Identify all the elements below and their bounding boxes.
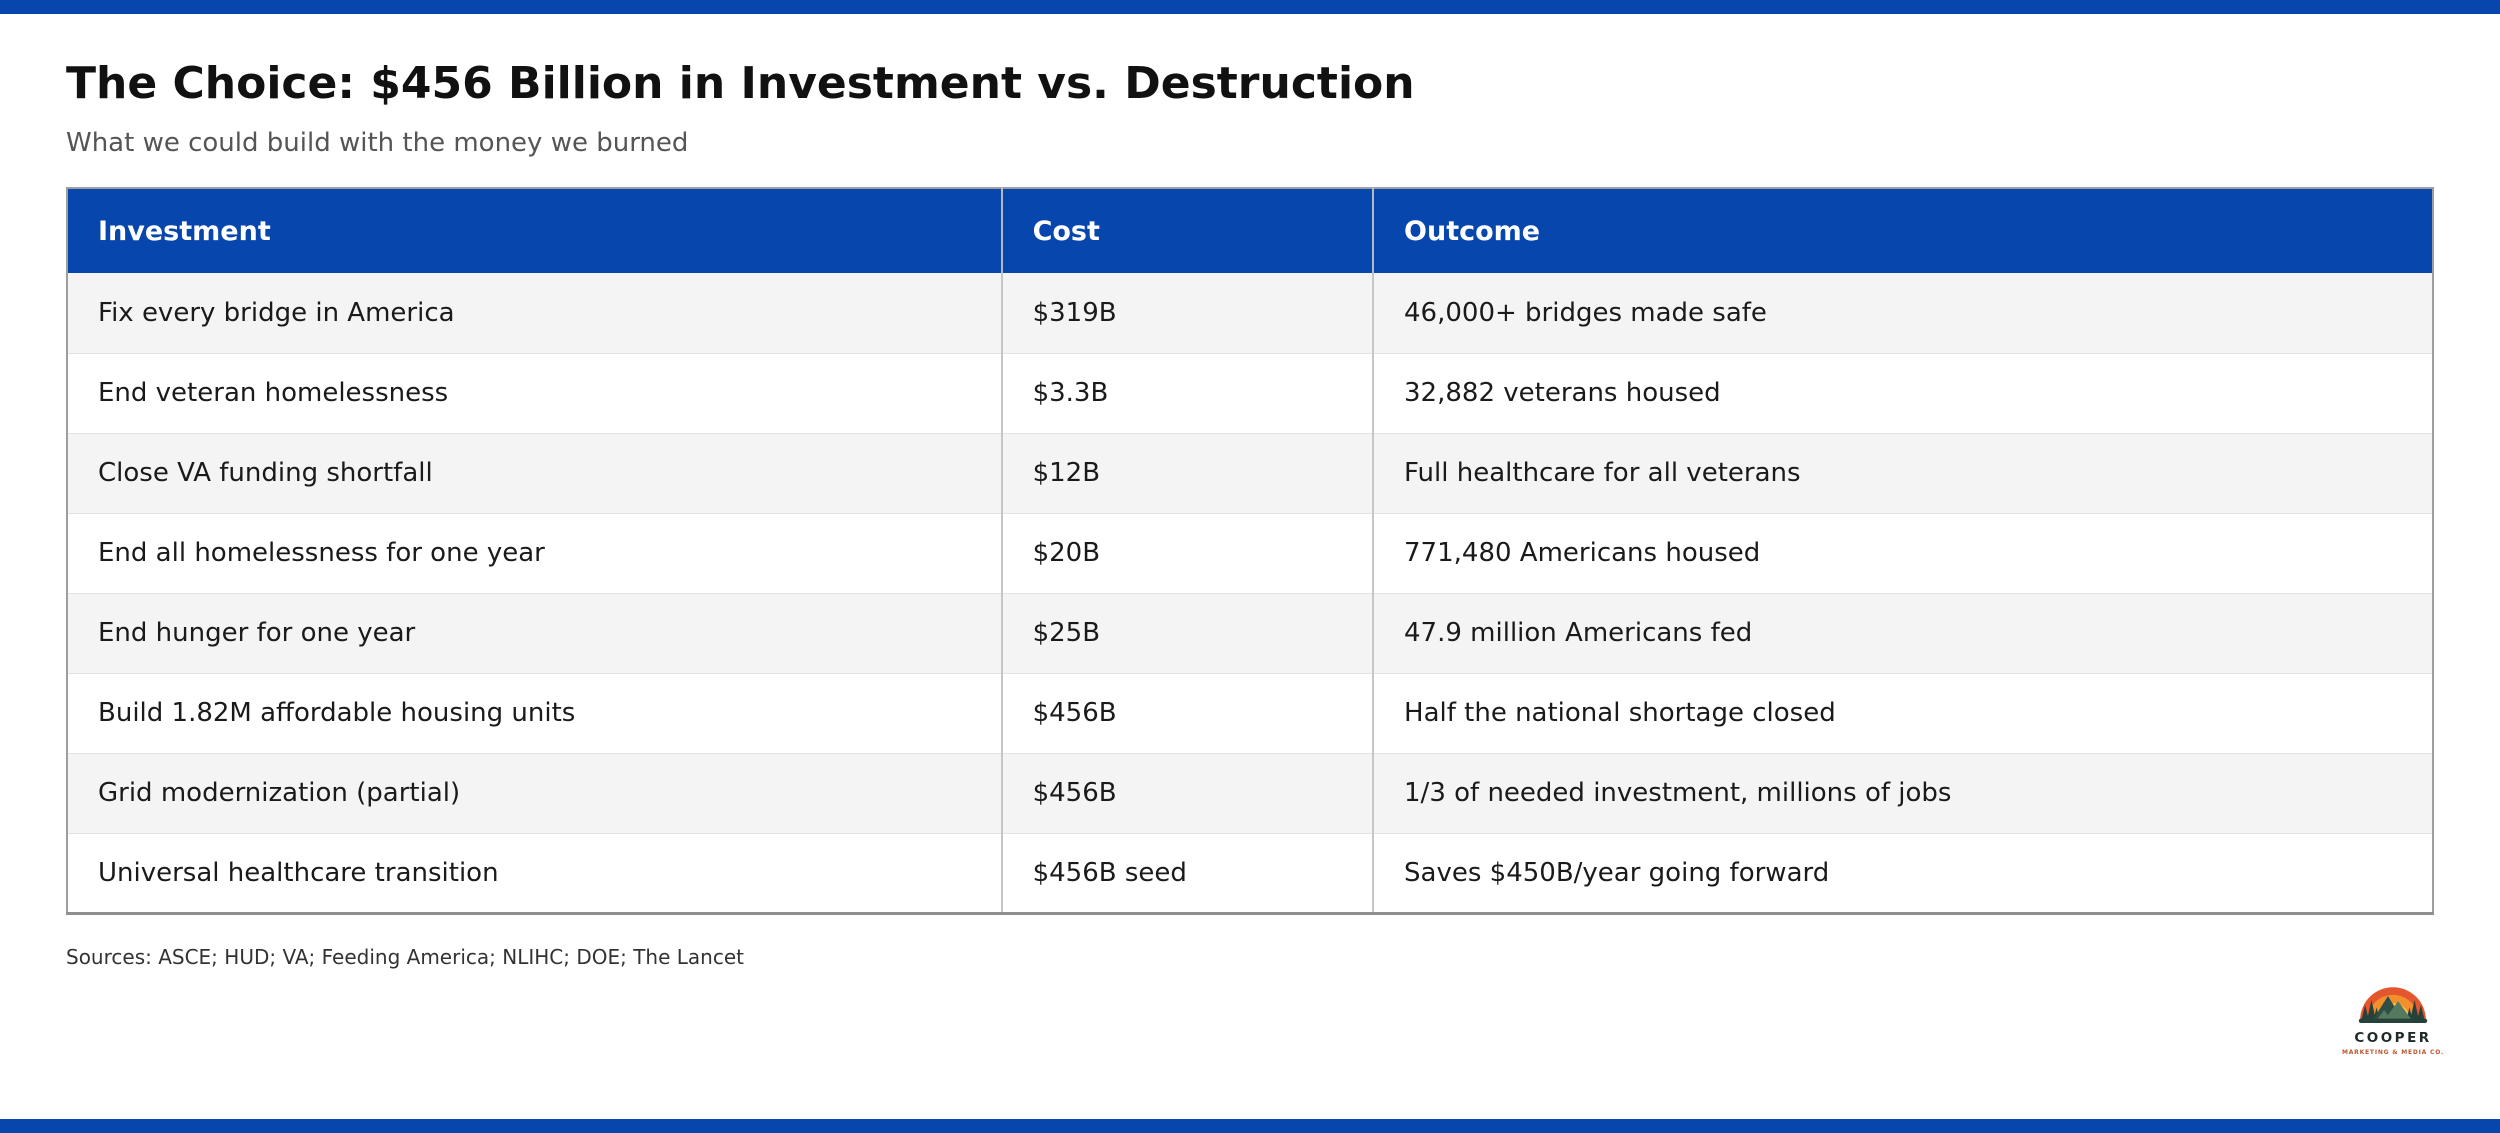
table-row: End veteran homelessness $3.3B 32,882 ve… xyxy=(67,352,2433,434)
cell-investment: Grid modernization (partial) xyxy=(67,752,1002,834)
cell-outcome: 32,882 veterans housed xyxy=(1372,352,2433,434)
sunset-mountains-icon xyxy=(2358,987,2428,1024)
logo-tagline: MARKETING & MEDIA CO. xyxy=(2338,1049,2448,1056)
cell-cost: $20B xyxy=(1000,512,1374,594)
cell-investment: Build 1.82M affordable housing units xyxy=(67,672,1002,754)
bottom-accent-bar xyxy=(0,1119,2500,1133)
cell-cost: $3.3B xyxy=(1000,352,1374,434)
cell-outcome: Saves $450B/year going forward xyxy=(1372,832,2433,914)
page-content: The Choice: $456 Billion in Investment v… xyxy=(66,14,2434,969)
cell-outcome: 47.9 million Americans fed xyxy=(1372,592,2433,674)
cell-investment: Fix every bridge in America xyxy=(98,297,455,328)
investment-comparison-table: Investment Cost Outcome Fix every bridge… xyxy=(66,187,2434,915)
table-row: Grid modernization (partial) $456B 1/3 o… xyxy=(67,752,2433,834)
cell-cost: $456B xyxy=(1000,672,1374,754)
table-header-row: Investment Cost Outcome xyxy=(67,188,2433,274)
cell-investment: End veteran homelessness xyxy=(67,352,1002,434)
page-subtitle: What we could build with the money we bu… xyxy=(66,128,689,158)
table-row: Fix every bridge in America $319B 46,000… xyxy=(67,273,2433,354)
table-row: End all homelessness for one year $20B 7… xyxy=(67,512,2433,594)
table-row: End hunger for one year $25B 47.9 millio… xyxy=(67,592,2433,674)
tagline-text: MARKETING & MEDIA CO. xyxy=(2341,1049,2445,1056)
cell-investment: End all homelessness for one year xyxy=(67,512,1002,594)
table-row: Close VA funding shortfall $12B Full hea… xyxy=(67,432,2433,514)
column-header-outcome: Outcome xyxy=(1372,188,2433,274)
cell-cost: $319B xyxy=(1000,273,1374,354)
cell-cost: $25B xyxy=(1000,592,1374,674)
table-row: Universal healthcare transition $456B se… xyxy=(67,832,2433,914)
page-title: The Choice: $456 Billion in Investment v… xyxy=(66,58,1415,109)
top-accent-bar xyxy=(0,0,2500,14)
cell-outcome: 1/3 of needed investment, millions of jo… xyxy=(1372,752,2433,834)
cell-cost: $12B xyxy=(1000,432,1374,514)
column-header-cost: Cost xyxy=(1000,188,1374,274)
cell-outcome: 46,000+ bridges made safe xyxy=(1372,273,2433,354)
cell-outcome: 771,480 Americans housed xyxy=(1372,512,2433,594)
column-header-investment: Investment xyxy=(67,188,1002,274)
cell-outcome: Full healthcare for all veterans xyxy=(1372,432,2433,514)
logo-wordmark: COOPER xyxy=(2354,1030,2432,1046)
cell-investment: Close VA funding shortfall xyxy=(67,432,1002,514)
cell-cost: $456B seed xyxy=(1000,832,1374,914)
cell-cost: $456B xyxy=(1000,752,1374,834)
table-row: Build 1.82M affordable housing units $45… xyxy=(67,672,2433,754)
cell-investment: Universal healthcare transition xyxy=(67,832,1002,914)
cooper-logo: COOPER MARKETING & MEDIA CO. xyxy=(2338,983,2448,1056)
cell-investment: End hunger for one year xyxy=(67,592,1002,674)
cell-outcome: Half the national shortage closed xyxy=(1372,672,2433,754)
sources-footnote: Sources: ASCE; HUD; VA; Feeding America;… xyxy=(66,944,744,969)
